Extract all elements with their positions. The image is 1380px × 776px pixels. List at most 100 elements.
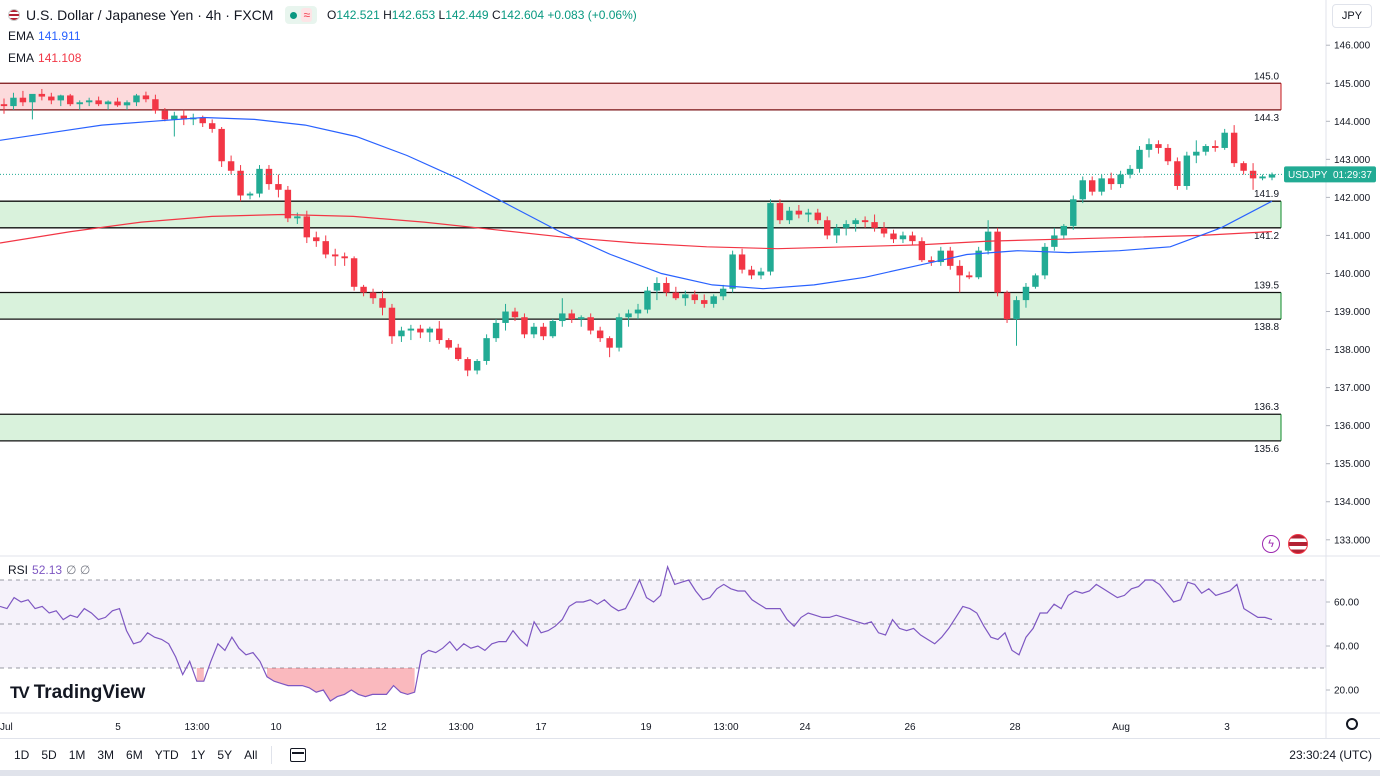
y-tick-label: 138.000: [1334, 345, 1371, 356]
candle-body: [294, 216, 301, 219]
candle-body: [29, 93, 36, 103]
x-tick-label: 5: [115, 722, 121, 733]
candle-body: [95, 100, 102, 105]
candle-body: [975, 250, 982, 278]
utc-clock[interactable]: 23:30:24 (UTC): [1289, 748, 1372, 762]
candle-body: [596, 330, 604, 339]
range-5d[interactable]: 5D: [41, 748, 57, 762]
range-3m[interactable]: 3M: [97, 748, 115, 762]
ema-slow-label: EMA: [8, 51, 35, 65]
candle-body: [152, 99, 159, 111]
logo-text: TradingView: [33, 682, 146, 703]
x-tick-label: 24: [799, 722, 811, 733]
zone-bottom-label: 135.6: [1254, 444, 1279, 455]
candle-body: [909, 235, 916, 242]
candle-body: [719, 288, 727, 297]
candle-body: [464, 359, 471, 371]
candle-body: [568, 313, 575, 320]
flash-event-icon[interactable]: ϟ: [1262, 535, 1280, 553]
candle-body: [1136, 149, 1143, 169]
candle-body: [1240, 163, 1247, 171]
candle-body: [303, 216, 311, 238]
ohlc-high: 142.653: [391, 8, 436, 22]
y-tick-label: 137.000: [1334, 383, 1371, 394]
range-all[interactable]: All: [244, 748, 258, 762]
range-1m[interactable]: 1M: [68, 748, 86, 762]
candle-body: [322, 241, 329, 255]
candle-body: [1259, 176, 1266, 179]
x-tick-label: 12: [375, 722, 387, 733]
candle-body: [218, 128, 225, 162]
candle-body: [454, 347, 462, 360]
candle-body: [341, 256, 348, 259]
candle-body: [19, 97, 27, 103]
candle-body: [1051, 235, 1058, 247]
market-status-pill[interactable]: ≈: [285, 6, 318, 24]
candle-body: [1155, 144, 1162, 148]
candle-body: [1174, 161, 1181, 186]
range-1d[interactable]: 1D: [14, 748, 30, 762]
ohlc-open: 142.521: [336, 8, 380, 22]
range-1y[interactable]: 1Y: [190, 748, 206, 762]
ema-slow-value: 141.108: [38, 51, 82, 65]
symbol-title[interactable]: U.S. Dollar / Japanese Yen · 4h · FXCM: [26, 7, 274, 23]
y-tick-label: 146.000: [1334, 41, 1371, 52]
candle-body: [587, 317, 594, 331]
candle-body: [1249, 170, 1257, 179]
candle-body: [0, 104, 8, 107]
us-economic-event-icon[interactable]: [1288, 534, 1308, 554]
candle-body: [492, 322, 500, 339]
x-tick-label: 13:00: [184, 722, 209, 733]
range-6m[interactable]: 6M: [126, 748, 143, 762]
candle-body: [701, 300, 708, 304]
candle-body: [171, 115, 178, 120]
ema-fast-label: EMA: [8, 29, 35, 43]
x-tick-label: 13:00: [448, 722, 473, 733]
x-tick-label: 13:00: [713, 722, 738, 733]
settings-gear-icon[interactable]: [1346, 718, 1358, 730]
candle-body: [114, 101, 121, 106]
candle-body: [928, 260, 935, 263]
candle-body: [521, 317, 528, 335]
candle-body: [1145, 144, 1153, 150]
candle-body: [38, 93, 46, 97]
candle-body: [786, 210, 793, 221]
candle-body: [1070, 199, 1077, 226]
us-flag-icon: [8, 9, 20, 21]
candle-body: [994, 231, 1001, 293]
calendar-icon[interactable]: [290, 748, 307, 762]
candle-body: [426, 328, 434, 333]
ema-slow-legend[interactable]: EMA 141.108: [8, 51, 81, 65]
rsi-oversold-fill: [196, 668, 204, 682]
candle-body: [227, 161, 235, 171]
x-tick-label: Aug: [1112, 722, 1130, 733]
candle-body: [644, 290, 651, 310]
rsi-legend[interactable]: RSI 52.13 ∅ ∅: [8, 563, 90, 577]
candle-body: [445, 340, 452, 348]
zone-top-label: 145.0: [1254, 71, 1279, 82]
candle-body: [530, 326, 538, 335]
zone-bottom-label: 141.2: [1254, 231, 1279, 242]
zone-top-label: 139.5: [1254, 281, 1279, 292]
candle-body: [246, 193, 254, 196]
candle-body: [284, 189, 292, 219]
range-ytd[interactable]: YTD: [154, 748, 179, 762]
candle-body: [313, 237, 320, 242]
range-5y[interactable]: 5Y: [217, 748, 233, 762]
candle-body: [918, 241, 926, 261]
currency-selector[interactable]: JPY: [1332, 4, 1372, 28]
candle-body: [407, 328, 415, 331]
sr-zone-green: [0, 414, 1281, 441]
candle-body: [748, 269, 755, 276]
market-open-dot-icon: [290, 11, 298, 19]
candle-body: [350, 258, 358, 287]
bottom-strip: [0, 770, 1380, 776]
x-tick-label: 17: [535, 722, 547, 733]
sr-zone-green: [0, 292, 1281, 320]
rsi-tick-label: 60.00: [1334, 598, 1359, 609]
y-tick-label: 134.000: [1334, 497, 1371, 508]
rsi-tick-label: 40.00: [1334, 642, 1359, 653]
tradingview-logo: TV TradingView: [10, 682, 145, 704]
ema-fast-legend[interactable]: EMA 141.911: [8, 29, 81, 43]
